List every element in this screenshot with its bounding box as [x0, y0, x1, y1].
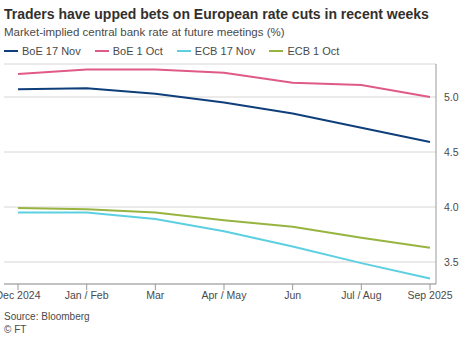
html-text:Market-implied central bank ra: Market-implied central bank rate at futu…: [4, 26, 285, 38]
svg-text:Jun: Jun: [284, 289, 301, 301]
html-text:© FT: © FT: [4, 324, 27, 335]
svg-text:Dec 2024: Dec 2024: [8, 289, 41, 301]
svg-text:Sep 2025: Sep 2025: [408, 289, 453, 301]
html-text:BoE 1 Oct: BoE 1 Oct: [112, 45, 163, 57]
svg-text:Jul / Aug: Jul / Aug: [341, 289, 381, 301]
html-text:ECB 17 Nov: ECB 17 Nov: [194, 45, 256, 57]
svg-text:4.5: 4.5: [444, 146, 459, 158]
svg-text:3.5: 3.5: [444, 256, 459, 268]
html-text:ECB 1 Oct: ECB 1 Oct: [287, 45, 340, 57]
html-text:BoE 17 Nov: BoE 17 Nov: [22, 45, 81, 57]
svg-text:4.0: 4.0: [444, 201, 459, 213]
svg-text:Mar: Mar: [146, 289, 165, 301]
svg-text:Apr / May: Apr / May: [202, 289, 248, 301]
html-text:Source: Bloomberg: Source: Bloomberg: [4, 311, 90, 322]
html-text:Traders have upped bets on Eur: Traders have upped bets on European rate…: [4, 6, 429, 22]
svg-text:5.0: 5.0: [444, 91, 459, 103]
svg-text:Jan / Feb: Jan / Feb: [65, 289, 109, 301]
